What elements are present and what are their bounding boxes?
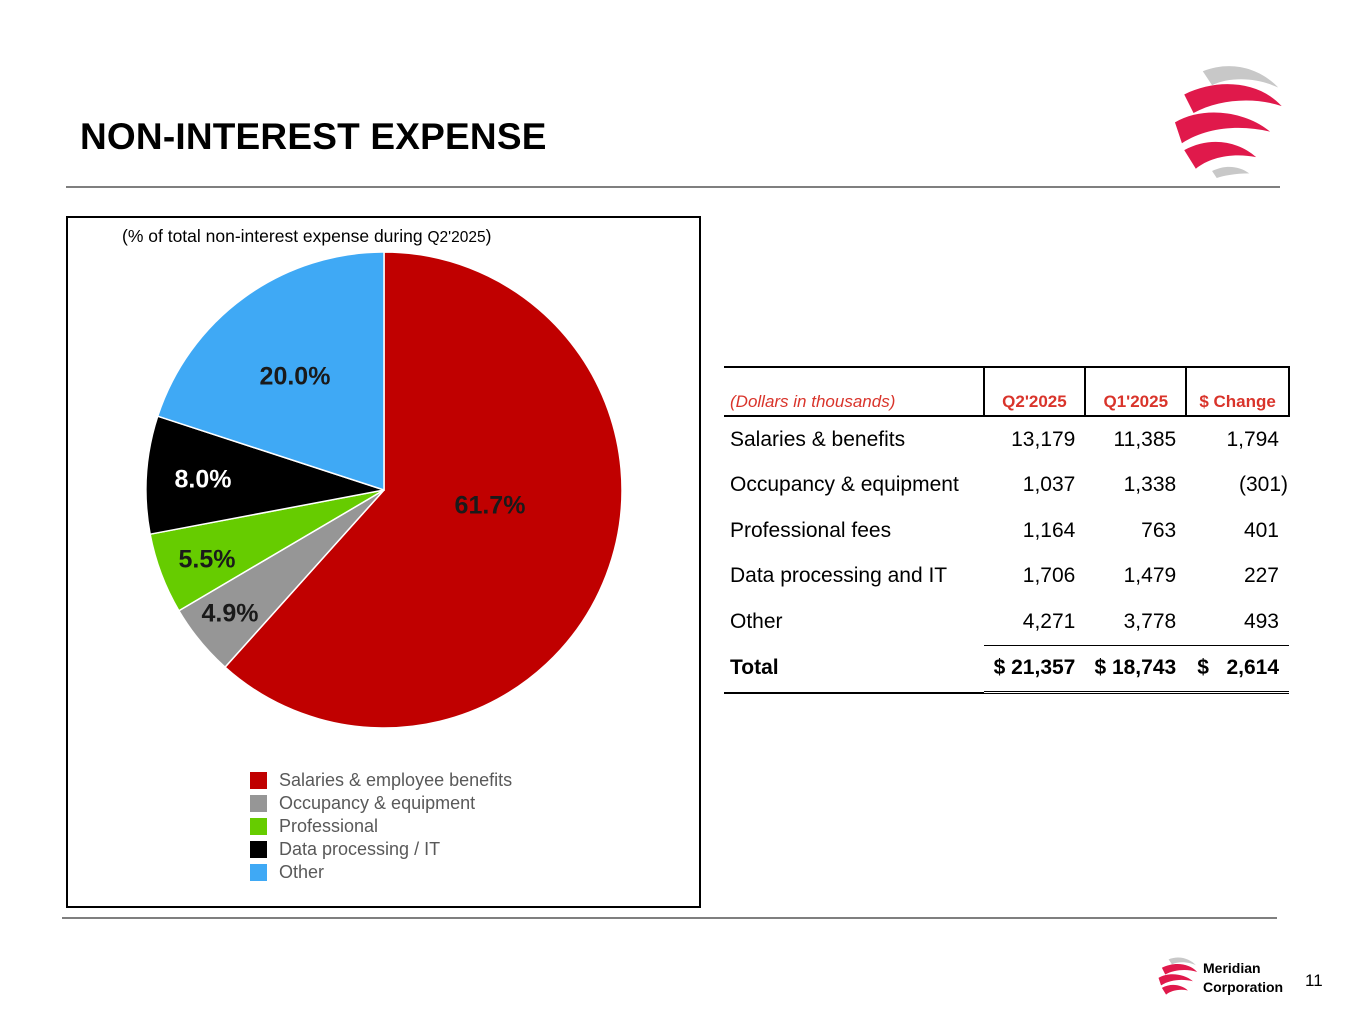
table-total-row: Total $ 21,357 $ 18,743 $ 2,614 <box>724 644 1289 694</box>
legend-swatch <box>250 772 267 789</box>
page-number: 11 <box>1305 971 1323 990</box>
header-rule <box>66 186 1280 188</box>
legend-swatch <box>250 864 267 881</box>
row-label: Salaries & benefits <box>730 427 906 451</box>
row-change: 1,794 <box>1226 427 1279 451</box>
row-change: 401 <box>1243 518 1279 542</box>
footer-rule <box>62 917 1277 919</box>
row-q2: 1,037 <box>1022 473 1076 497</box>
chart-legend: Salaries & employee benefits Occupancy & … <box>250 769 512 884</box>
meridian-logo-icon <box>1174 66 1282 178</box>
legend-label: Salaries & employee benefits <box>279 770 513 790</box>
page-title: NON-INTEREST EXPENSE <box>80 116 547 157</box>
footer-company-name: Meridian Corporation <box>1203 959 1283 997</box>
legend-swatch <box>250 818 267 835</box>
table-header-units: (Dollars in thousands) <box>724 366 984 417</box>
row-q2: 4,271 <box>1022 609 1076 633</box>
row-q1: 763 <box>1141 518 1177 542</box>
chart-frame <box>66 216 701 908</box>
row-change: 227 <box>1243 564 1279 588</box>
chart-subtitle: (% of total non-interest expense during … <box>122 226 491 247</box>
chart-subtitle-main: (% of total non-interest expense during <box>122 226 428 246</box>
total-change: $ 2,614 <box>1186 644 1289 694</box>
legend-swatch <box>250 841 267 858</box>
legend-item: Occupancy & equipment <box>250 792 512 815</box>
legend-label: Other <box>279 862 325 882</box>
legend-label: Professional <box>279 816 379 836</box>
legend-label: Data processing / IT <box>279 839 441 859</box>
table-header-change: $ Change <box>1185 366 1290 417</box>
chart-subtitle-period: Q2'2025 <box>427 229 486 246</box>
table-row: Occupancy & equipment 1,037 1,338 (301) <box>724 463 1289 509</box>
legend-item: Salaries & employee benefits <box>250 769 512 792</box>
table-row: Professional fees 1,164 763 401 <box>724 508 1289 554</box>
row-q1: 1,338 <box>1123 473 1177 497</box>
total-q1: $ 18,743 <box>1085 644 1187 694</box>
footer-company-line1: Meridian <box>1203 960 1261 976</box>
table-header-q1: Q1'2025 <box>1084 366 1187 417</box>
footer-logo-icon <box>1158 957 1198 995</box>
row-q1: 3,778 <box>1123 609 1177 633</box>
row-q1: 1,479 <box>1123 564 1177 588</box>
table-row: Other 4,271 3,778 493 <box>724 599 1289 645</box>
row-label: Professional fees <box>730 518 892 542</box>
legend-item: Data processing / IT <box>250 838 512 861</box>
expense-table: (Dollars in thousands) Q2'2025 Q1'2025 $… <box>724 366 1290 694</box>
row-q1: 11,385 <box>1113 427 1177 451</box>
table-row: Salaries & benefits 13,179 11,385 1,794 <box>724 416 1289 463</box>
legend-swatch <box>250 795 267 812</box>
row-change: 493 <box>1243 609 1279 633</box>
row-q2: 13,179 <box>1011 427 1076 451</box>
total-q2: $ 21,357 <box>983 644 1086 694</box>
legend-item: Other <box>250 861 512 884</box>
row-q2: 1,164 <box>1022 518 1076 542</box>
legend-item: Professional <box>250 815 512 838</box>
footer-company-line2: Corporation <box>1203 979 1284 995</box>
row-label: Occupancy & equipment <box>730 473 959 497</box>
row-change: (301) <box>1238 473 1288 497</box>
table-row: Data processing and IT 1,706 1,479 227 <box>724 554 1289 600</box>
legend-label: Occupancy & equipment <box>279 793 476 813</box>
row-q2: 1,706 <box>1022 564 1076 588</box>
total-label: Total <box>724 645 984 694</box>
row-label: Data processing and IT <box>730 564 948 588</box>
chart-subtitle-end: ) <box>485 226 492 246</box>
row-label: Other <box>730 610 783 633</box>
table-header-q2: Q2'2025 <box>982 366 1086 417</box>
